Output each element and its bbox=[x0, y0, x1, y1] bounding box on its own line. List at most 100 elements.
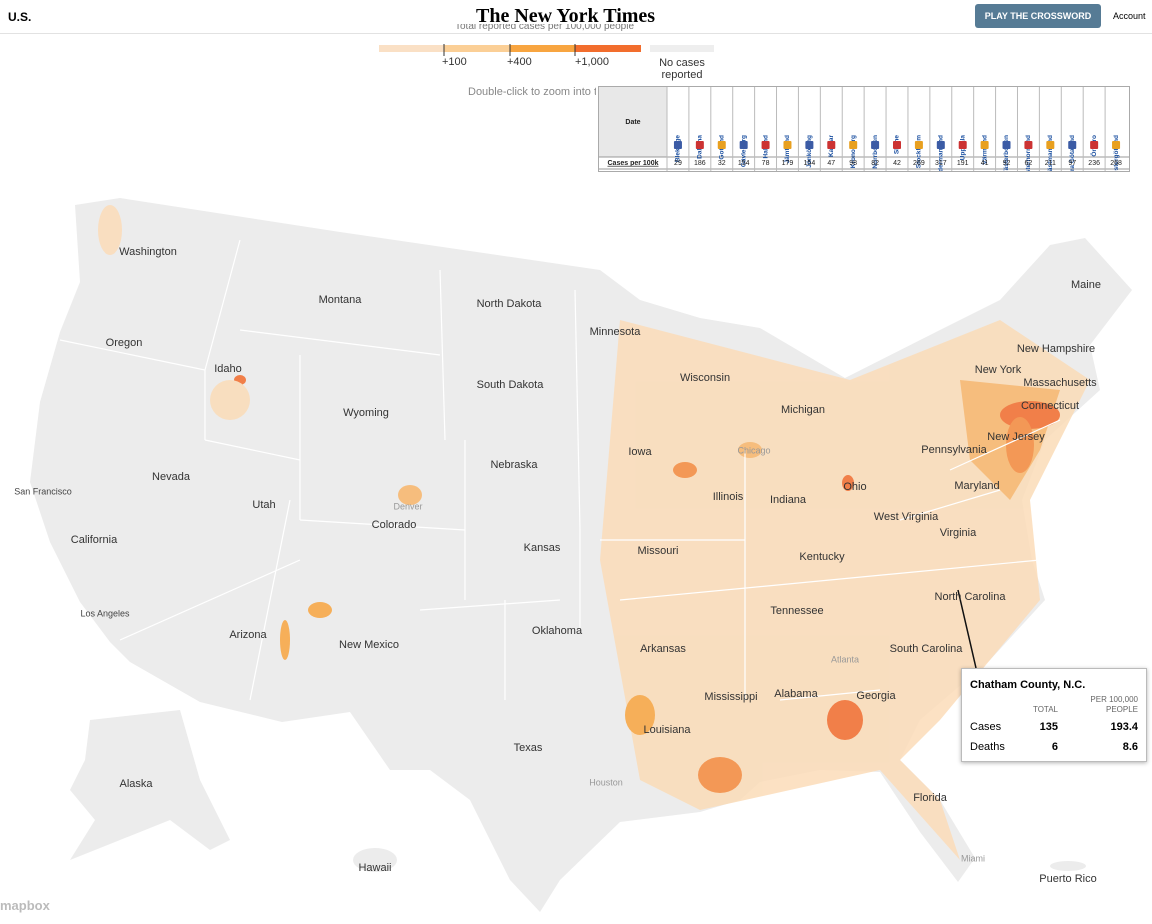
city-label: Atlanta bbox=[831, 654, 859, 664]
table-value: 179 bbox=[782, 160, 794, 167]
state-label: Wisconsin bbox=[680, 372, 730, 384]
tooltip-row-label: Deaths bbox=[970, 741, 1005, 753]
column-header: Jönköping bbox=[806, 135, 813, 168]
state-label: Idaho bbox=[214, 363, 242, 375]
state-label: New Jersey bbox=[987, 431, 1045, 443]
tooltip-value: 135 bbox=[1039, 721, 1058, 733]
legend-label: +100 bbox=[442, 56, 467, 68]
state-label: Puerto Rico bbox=[1039, 873, 1096, 885]
logo[interactable]: The New York Times bbox=[476, 5, 656, 27]
legend-label: +1,000 bbox=[575, 56, 609, 68]
table-value: 211 bbox=[1045, 160, 1056, 167]
state-label: Texas bbox=[514, 742, 543, 754]
alaska bbox=[70, 710, 230, 860]
state-label: Minnesota bbox=[590, 326, 642, 338]
tooltip-value: 193.4 bbox=[1110, 721, 1138, 733]
state-label: California bbox=[71, 534, 118, 546]
region-flag bbox=[936, 141, 945, 149]
region-flag bbox=[673, 141, 682, 149]
region-flag bbox=[1112, 141, 1121, 149]
table-value: 41 bbox=[981, 160, 989, 167]
state-label: Indiana bbox=[770, 494, 807, 506]
tooltip-pointer bbox=[957, 589, 977, 669]
tooltip-value: 6 bbox=[1051, 741, 1058, 753]
state-label: South Dakota bbox=[477, 379, 545, 391]
tooltip-col: TOTAL bbox=[1032, 705, 1058, 714]
case-shading bbox=[98, 205, 1090, 860]
column-header: Gävleborg bbox=[740, 135, 747, 167]
state-label: New York bbox=[975, 364, 1022, 376]
table-value: 268 bbox=[1110, 160, 1122, 167]
region-flag bbox=[893, 141, 901, 149]
state-label: South Carolina bbox=[890, 643, 964, 655]
table-value: 154 bbox=[738, 160, 750, 167]
section-label[interactable]: U.S. bbox=[8, 10, 32, 24]
table-value: 62 bbox=[1025, 160, 1033, 167]
legend-swatch bbox=[510, 45, 575, 52]
legend-scale bbox=[379, 44, 714, 56]
state-label: Florida bbox=[913, 792, 948, 804]
state-label: Kansas bbox=[524, 542, 561, 554]
state-label: Iowa bbox=[628, 446, 652, 458]
region-flag bbox=[827, 141, 836, 149]
state-label: Maryland bbox=[954, 480, 999, 492]
column-header: Jämtland bbox=[784, 135, 791, 164]
state-label: Colorado bbox=[372, 519, 417, 531]
city-label: Chicago bbox=[737, 445, 770, 455]
state-label: Mississippi bbox=[704, 691, 757, 703]
table-value: 82 bbox=[871, 160, 879, 167]
state-label: Connecticut bbox=[1021, 400, 1079, 412]
state-label: Virginia bbox=[940, 527, 977, 539]
region-flag bbox=[914, 141, 923, 149]
city-label: Miami bbox=[961, 853, 985, 863]
legend-swatch bbox=[379, 45, 444, 52]
state-label: North Dakota bbox=[477, 298, 543, 310]
state-label: Kentucky bbox=[799, 551, 845, 563]
account-link[interactable]: Account bbox=[1113, 11, 1146, 21]
state-label: Washington bbox=[119, 246, 177, 258]
table-value: 186 bbox=[694, 160, 706, 167]
state-label: North Carolina bbox=[935, 591, 1007, 603]
state-borders bbox=[59, 239, 1061, 701]
tooltip-row-label: Cases bbox=[970, 721, 1002, 733]
state-label: New Mexico bbox=[339, 639, 399, 651]
legend-swatch bbox=[650, 45, 714, 52]
region-flag bbox=[958, 141, 967, 149]
column-header: Värmland bbox=[981, 135, 988, 165]
table-value: 236 bbox=[1088, 160, 1100, 167]
map-labels: Washington Montana North Dakota Oregon Idaho… bbox=[14, 246, 1101, 885]
attribution: mapbox bbox=[0, 898, 50, 913]
column-header: Norrbotten bbox=[872, 135, 879, 169]
table-value: 97 bbox=[1068, 160, 1076, 167]
state-label: Louisiana bbox=[643, 724, 691, 736]
region-flag bbox=[805, 141, 814, 149]
table-value: 191 bbox=[957, 160, 969, 167]
column-header: Östergötland bbox=[1111, 135, 1120, 172]
crossword-button[interactable]: PLAY THE CROSSWORD bbox=[975, 4, 1101, 28]
column-header: Västra Götaland bbox=[1069, 135, 1076, 172]
table-header-bg bbox=[599, 87, 667, 157]
state-label: Maine bbox=[1071, 279, 1101, 291]
table-value: 47 bbox=[827, 160, 835, 167]
state-label: West Virginia bbox=[874, 511, 939, 523]
zoom-hint: Double-click to zoom into t bbox=[468, 86, 596, 98]
state-label: Illinois bbox=[713, 491, 744, 503]
legend-swatch bbox=[575, 45, 641, 52]
state-label: Arizona bbox=[229, 629, 267, 641]
state-label: Michigan bbox=[781, 404, 825, 416]
column-header: Södermanland bbox=[938, 135, 945, 172]
table-value: 154 bbox=[804, 160, 816, 167]
state-label: Pennsylvania bbox=[921, 444, 987, 456]
city-label: San Francisco bbox=[14, 486, 72, 496]
legend-swatch bbox=[444, 45, 510, 52]
state-label: Missouri bbox=[638, 545, 679, 557]
region-flag bbox=[1090, 141, 1099, 149]
state-label: Wyoming bbox=[343, 407, 389, 419]
header bbox=[0, 0, 1152, 34]
legend-title: Total reported cases per 100,000 people bbox=[455, 24, 635, 32]
tooltip: Chatham County, N.C. TOTAL PER 100,000 P… bbox=[961, 668, 1147, 762]
state-label: Montana bbox=[319, 294, 363, 306]
